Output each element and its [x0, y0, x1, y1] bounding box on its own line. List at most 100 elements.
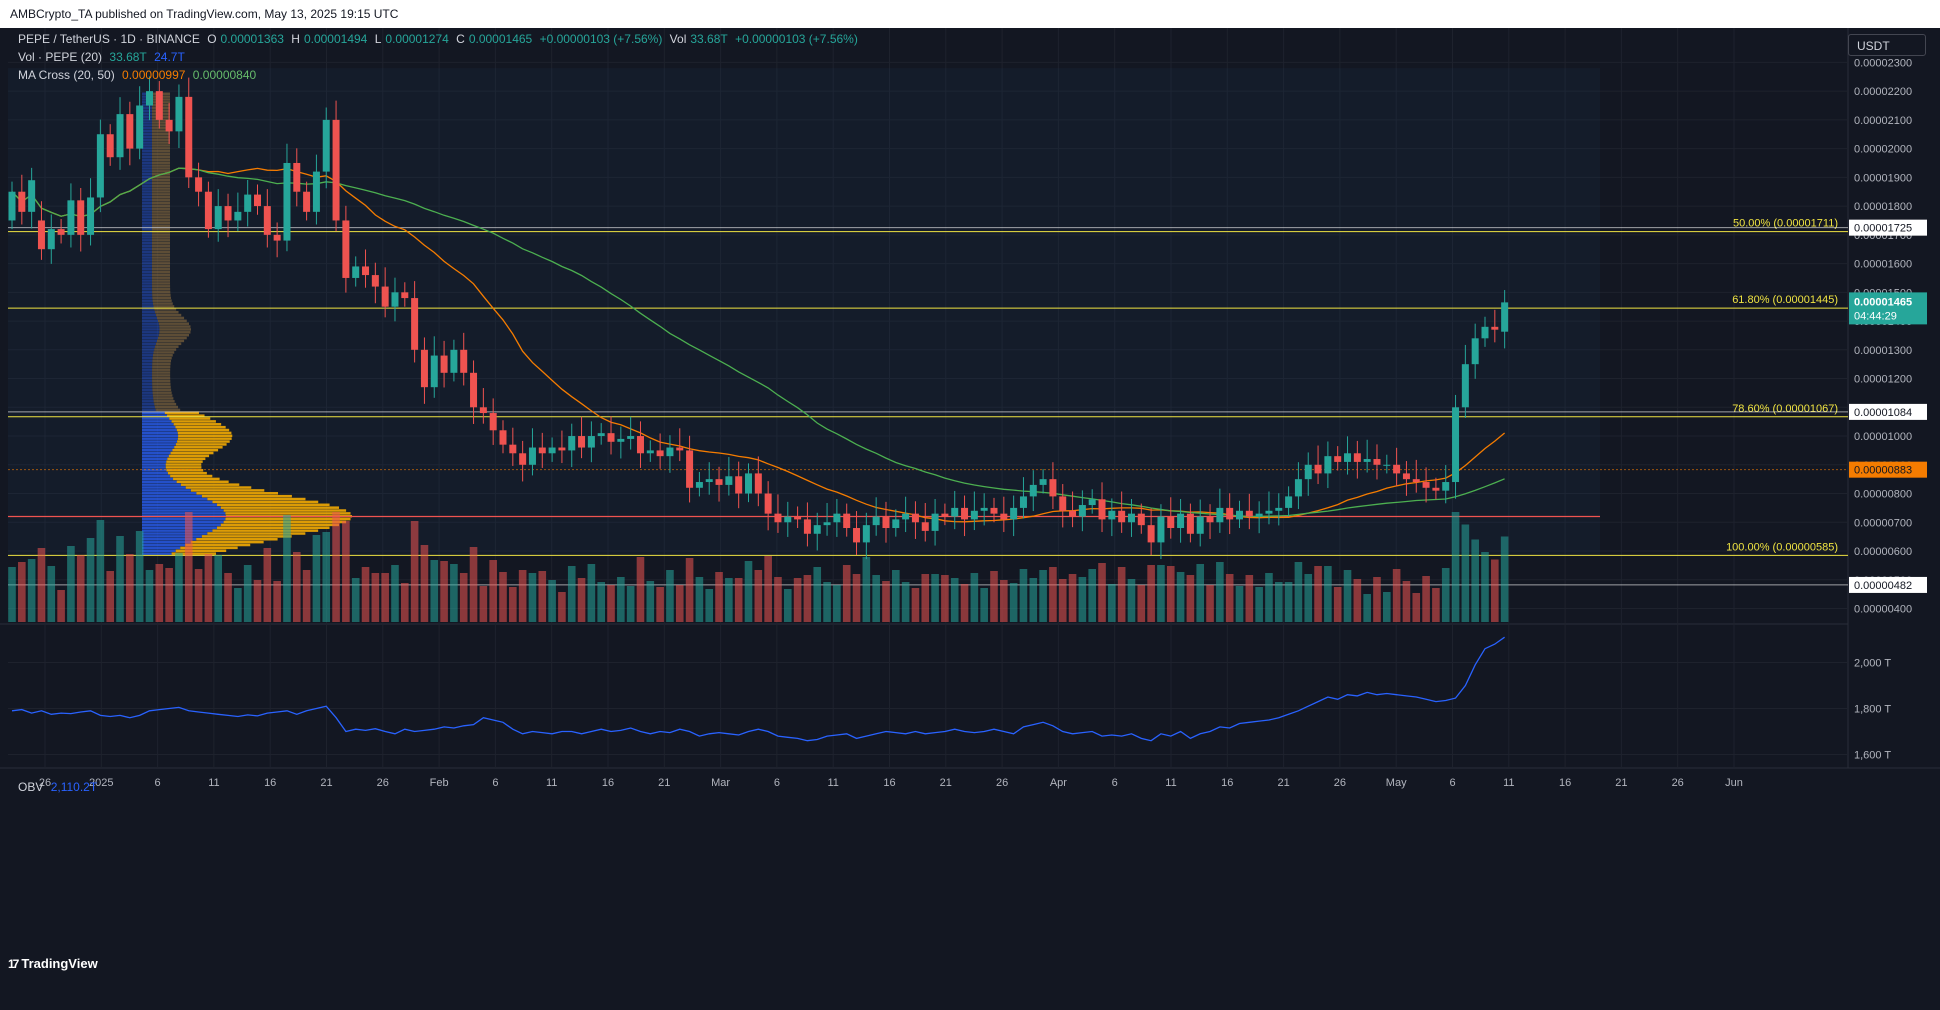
time-tick-label: Apr — [1050, 777, 1067, 789]
volume-profile-bar-sell — [152, 374, 171, 377]
volume-bar — [941, 575, 949, 622]
volume-profile-bar-sell — [152, 138, 170, 141]
volume-profile-bar-sell — [152, 394, 173, 397]
volume-profile-bar-buy — [142, 400, 154, 403]
volume-profile-bar-sell — [171, 552, 217, 555]
volume-profile-bar-sell — [152, 270, 171, 274]
volume-bar — [901, 582, 910, 622]
volume-profile-bar-sell — [196, 538, 278, 541]
volume-bar — [1098, 563, 1106, 622]
volume-legend[interactable]: Vol · PEPE (20) 33.68T 24.7T — [18, 50, 189, 64]
candle-body — [1196, 516, 1204, 534]
volume-profile-bar-buy — [142, 270, 153, 274]
volume-profile-bar-buy — [142, 394, 153, 397]
candle-body — [87, 197, 95, 235]
price-chart[interactable]: 0.000004000.000005000.000006000.00000700… — [0, 28, 1940, 1010]
volume-profile-bar-buy — [142, 463, 166, 466]
volume-profile-bar-buy — [142, 138, 152, 141]
volume-bar — [1324, 566, 1332, 622]
volume-profile-bar-sell — [153, 305, 175, 308]
symbol-title[interactable]: PEPE / TetherUS · 1D · BINANCE — [18, 32, 200, 46]
volume-bar — [931, 574, 939, 622]
volume-profile-bar-sell — [164, 411, 199, 415]
volume-bar — [793, 578, 802, 622]
volume-profile-bar-buy — [142, 152, 152, 156]
candle-body — [587, 436, 595, 448]
candle-body — [686, 450, 694, 488]
price-tick-label: 0.00002000 — [1854, 144, 1912, 156]
volume-profile-bar-sell — [152, 276, 171, 279]
candle-body — [1098, 499, 1106, 520]
candle-body — [1127, 513, 1135, 523]
volume-profile-bar-sell — [152, 279, 171, 282]
volume-profile-bar-sell — [190, 540, 264, 544]
candle-body — [578, 436, 586, 448]
candle-body — [136, 105, 144, 149]
volume-bar — [1432, 588, 1440, 622]
time-tick-label: 11 — [827, 777, 838, 789]
chart-frame[interactable]: 0.000004000.000005000.000006000.00000700… — [0, 28, 1940, 1010]
volume-bar — [911, 588, 920, 622]
candle-body — [303, 191, 311, 212]
time-tick-label: 26 — [1334, 777, 1346, 789]
volume-profile-bar-buy — [142, 195, 152, 199]
volume-bar — [1078, 577, 1087, 622]
volume-profile-bar-buy — [142, 503, 218, 507]
candle-body — [754, 473, 762, 494]
volume-bar — [1363, 594, 1371, 622]
time-tick-label: 6 — [155, 777, 161, 789]
candle-body — [990, 507, 998, 514]
candle-body — [1491, 326, 1499, 330]
candle-body — [263, 206, 271, 235]
volume-profile-bar-buy — [142, 434, 179, 438]
volume-profile-bar-buy — [142, 273, 153, 277]
ohlc-low: 0.00001274 — [385, 32, 449, 46]
volume-bar — [823, 582, 831, 622]
volume-profile-bar-sell — [152, 224, 170, 228]
candle-body — [1177, 513, 1185, 529]
volume-profile-bar-buy — [142, 351, 154, 354]
volume-bar — [1373, 577, 1381, 622]
volume-profile — [142, 92, 353, 555]
volume-profile-bar-buy — [142, 345, 156, 348]
volume-profile-bar-buy — [142, 325, 160, 328]
candle-body — [803, 519, 811, 534]
volume-profile-bar-sell — [180, 483, 240, 486]
ma-cross-legend[interactable]: MA Cross (20, 50) 0.00000997 0.00000840 — [18, 68, 260, 82]
time-tick-label: 6 — [1449, 777, 1455, 789]
obv-legend[interactable]: OBV 2,110.2T — [18, 780, 101, 794]
volume-bar — [1196, 564, 1205, 622]
volume-bar — [980, 588, 988, 622]
volume-profile-bar-buy — [142, 336, 158, 340]
candle-body — [430, 355, 438, 388]
ohlc-change: +0.00000103 (+7.56%) — [539, 32, 663, 46]
volume-bar — [970, 573, 979, 622]
volume-profile-bar-sell — [177, 437, 232, 440]
volume-bar — [744, 561, 753, 622]
price-tick-label: 0.00000400 — [1854, 604, 1912, 616]
candle-body — [155, 91, 163, 120]
volume-profile-bar-buy — [142, 509, 224, 512]
volume-profile-bar-sell — [157, 339, 185, 343]
volume-profile-bar-buy — [142, 359, 153, 363]
volume-profile-bar-sell — [166, 460, 203, 463]
volume-bar — [459, 573, 468, 622]
volume-bar — [1392, 569, 1401, 622]
volume-profile-bar-sell — [180, 546, 238, 550]
currency-button[interactable]: USDT — [1848, 34, 1926, 56]
candle-body — [509, 444, 517, 454]
volume-profile-bar-sell — [152, 241, 170, 245]
volume-profile-bar-sell — [153, 400, 175, 403]
time-tick-label: 11 — [208, 777, 219, 789]
volume-profile-bar-buy — [142, 532, 208, 535]
tradingview-logo[interactable]: 17 TradingView — [8, 956, 98, 971]
volume-profile-bar-buy — [142, 348, 155, 351]
tradingview-logo-text: TradingView — [21, 956, 98, 971]
candle-body — [921, 522, 929, 531]
candle-body — [636, 436, 644, 454]
volume-profile-bar-buy — [142, 489, 191, 492]
volume-profile-bar-buy — [142, 135, 152, 139]
volume-bar — [774, 577, 782, 622]
time-tick-label: 11 — [1503, 777, 1514, 789]
volume-bar — [950, 578, 959, 622]
